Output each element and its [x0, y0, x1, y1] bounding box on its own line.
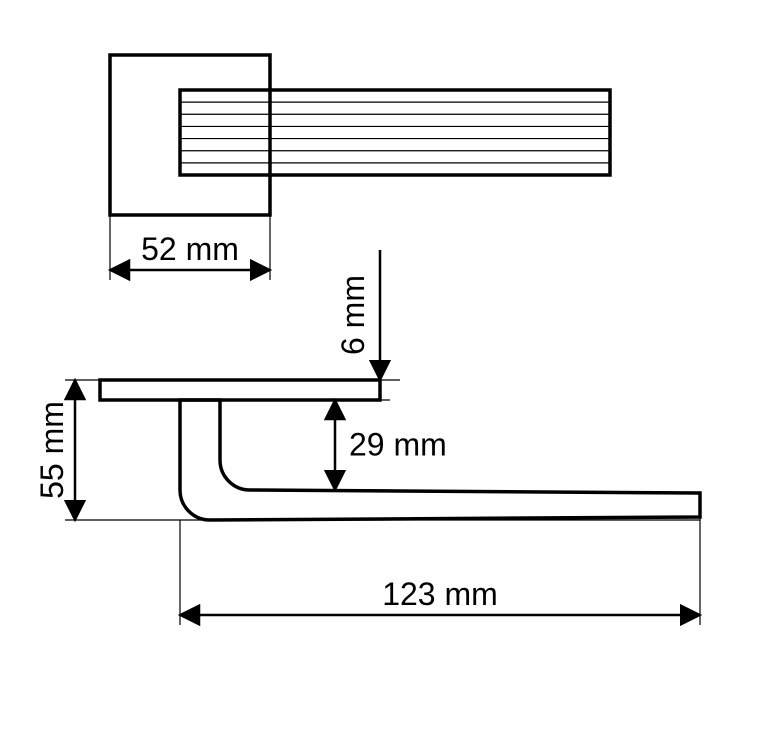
technical-drawing: 52 mm 6 mm 29 mm 55 mm 123 mm [34, 55, 700, 625]
svg-text:6 mm: 6 mm [335, 275, 371, 355]
svg-text:52 mm: 52 mm [141, 231, 239, 267]
svg-text:29 mm: 29 mm [349, 427, 447, 463]
svg-text:55 mm: 55 mm [34, 401, 70, 499]
svg-text:123 mm: 123 mm [382, 576, 498, 612]
